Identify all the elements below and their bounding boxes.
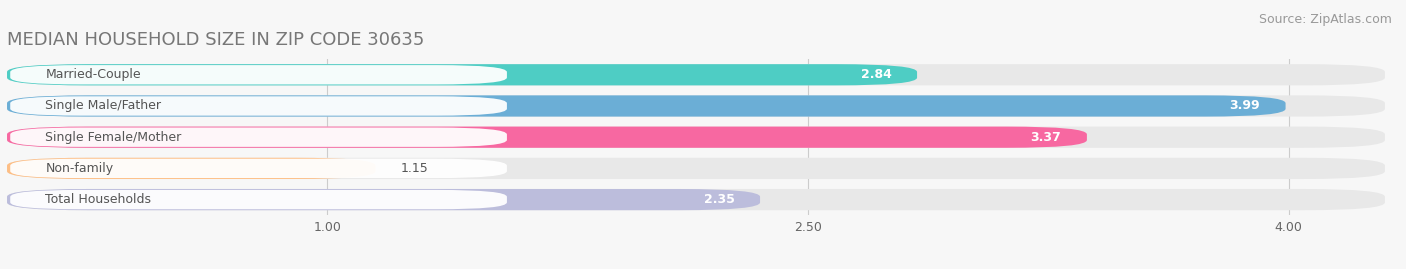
FancyBboxPatch shape <box>10 65 508 84</box>
FancyBboxPatch shape <box>10 159 508 178</box>
FancyBboxPatch shape <box>10 190 508 209</box>
Text: 2.84: 2.84 <box>860 68 891 81</box>
Text: MEDIAN HOUSEHOLD SIZE IN ZIP CODE 30635: MEDIAN HOUSEHOLD SIZE IN ZIP CODE 30635 <box>7 31 425 49</box>
Text: 1.15: 1.15 <box>401 162 429 175</box>
Text: Married-Couple: Married-Couple <box>45 68 141 81</box>
FancyBboxPatch shape <box>7 64 917 85</box>
Text: 2.35: 2.35 <box>703 193 734 206</box>
FancyBboxPatch shape <box>7 127 1087 148</box>
Text: 3.37: 3.37 <box>1031 131 1062 144</box>
FancyBboxPatch shape <box>7 189 1385 210</box>
Text: Total Households: Total Households <box>45 193 152 206</box>
FancyBboxPatch shape <box>10 128 508 147</box>
FancyBboxPatch shape <box>7 64 1385 85</box>
Text: 3.99: 3.99 <box>1229 100 1260 112</box>
Text: Non-family: Non-family <box>45 162 114 175</box>
Text: Single Male/Father: Single Male/Father <box>45 100 162 112</box>
Text: Source: ZipAtlas.com: Source: ZipAtlas.com <box>1258 13 1392 26</box>
FancyBboxPatch shape <box>7 158 375 179</box>
FancyBboxPatch shape <box>7 95 1385 116</box>
FancyBboxPatch shape <box>7 189 761 210</box>
FancyBboxPatch shape <box>10 96 508 116</box>
Text: Single Female/Mother: Single Female/Mother <box>45 131 181 144</box>
FancyBboxPatch shape <box>7 95 1285 116</box>
FancyBboxPatch shape <box>7 158 1385 179</box>
FancyBboxPatch shape <box>7 127 1385 148</box>
